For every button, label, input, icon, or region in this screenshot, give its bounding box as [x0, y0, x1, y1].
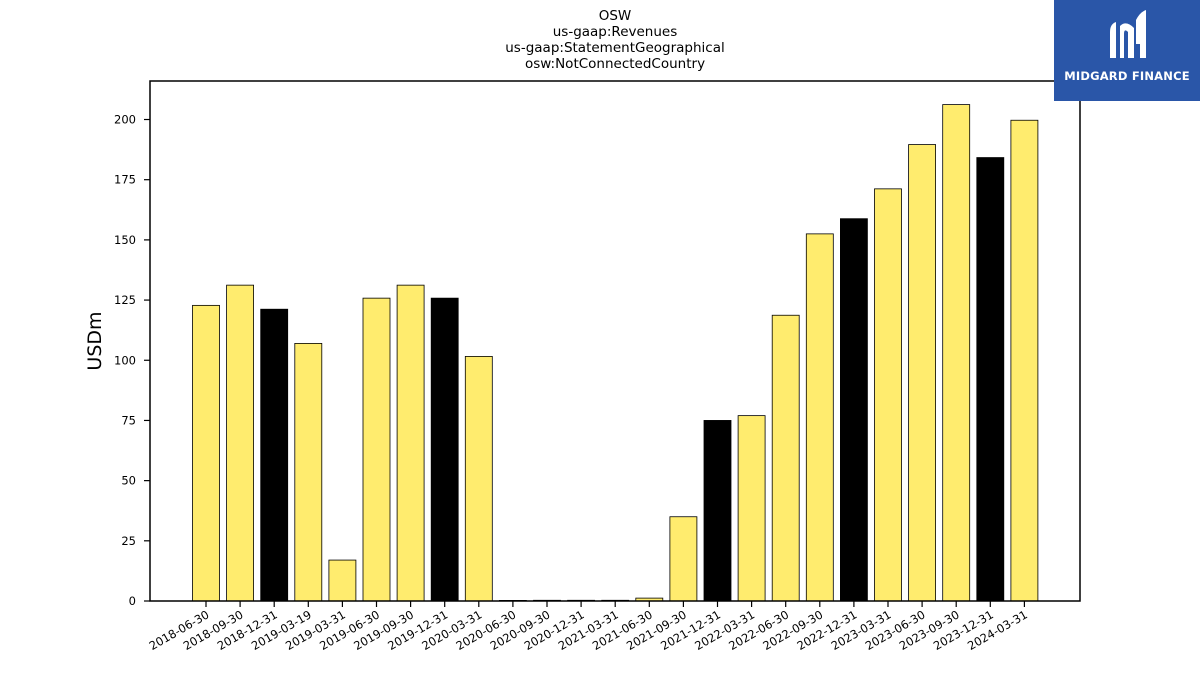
- y-tick-label: 75: [121, 413, 136, 427]
- bar-2018-06-30: [192, 304, 220, 602]
- midgard-finance-logo: MIDGARD FINANCE: [1054, 0, 1200, 101]
- bar-2021-12-31: [703, 420, 732, 602]
- bar-2022-09-30: [805, 233, 834, 602]
- y-tick-label: 200: [114, 113, 136, 127]
- bar-2020-03-31: [464, 356, 493, 602]
- chart-title-line-3: us-gaap:StatementGeographical: [505, 40, 724, 56]
- bar-2023-06-30: [908, 144, 936, 602]
- y-axis-label: USDm: [84, 311, 106, 370]
- bar-2023-12-31: [976, 157, 1005, 602]
- bar-2018-12-31: [260, 308, 289, 602]
- midgard-logo-icon: [1110, 10, 1146, 58]
- plot-area-frame: [149, 80, 1081, 602]
- y-tick-label: 125: [114, 293, 136, 307]
- bar-2021-09-30: [669, 516, 698, 602]
- bar-2018-09-30: [226, 284, 255, 602]
- bar-2019-12-31: [430, 297, 459, 602]
- bar-2023-09-30: [942, 104, 971, 602]
- y-tick-label: 0: [129, 594, 136, 608]
- y-tick-label: 50: [121, 474, 136, 488]
- y-axis-ticks: 0 25 50 75 100 125 150 175 200: [114, 113, 150, 608]
- y-tick-label: 175: [114, 173, 136, 187]
- y-tick-label: 25: [121, 534, 136, 548]
- chart-title-line-2: us-gaap:Revenues: [553, 24, 678, 40]
- bar-2019-03-19: [294, 343, 323, 602]
- bar-series: [192, 104, 1039, 602]
- bar-2024-03-31: [1010, 119, 1039, 602]
- bar-2022-03-31: [737, 415, 766, 602]
- chart-title-line-1: OSW: [599, 8, 632, 24]
- bar-2023-03-31: [874, 188, 902, 602]
- bar-2019-06-30: [362, 297, 391, 602]
- bar-2019-09-30: [396, 284, 425, 602]
- y-tick-label: 150: [114, 233, 136, 247]
- chart-title-line-4: osw:NotConnectedCountry: [525, 56, 705, 72]
- bar-2022-06-30: [771, 314, 800, 602]
- logo-text: MIDGARD FINANCE: [1064, 69, 1190, 83]
- chart-title: OSW us-gaap:Revenues us-gaap:StatementGe…: [505, 8, 724, 72]
- bar-2022-12-31: [840, 218, 868, 602]
- bar-2019-03-31: [328, 559, 357, 602]
- x-axis-ticks: 2018-06-302018-09-302018-12-312019-03-19…: [147, 601, 1030, 653]
- y-tick-label: 100: [114, 353, 136, 367]
